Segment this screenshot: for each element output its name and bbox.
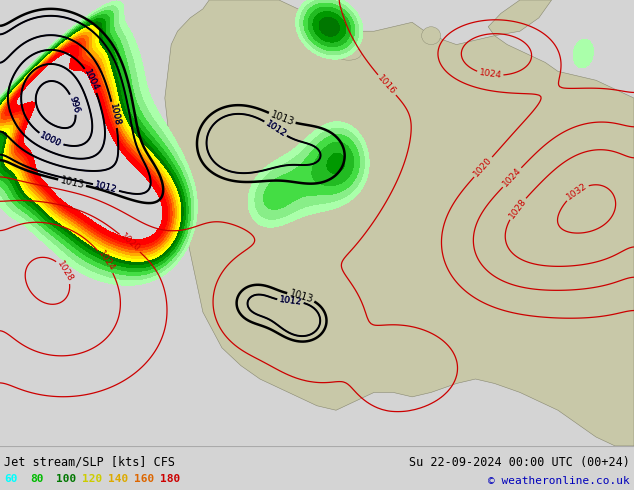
Polygon shape bbox=[488, 0, 552, 36]
Text: 160: 160 bbox=[134, 474, 154, 484]
Text: Su 22-09-2024 00:00 UTC (00+24): Su 22-09-2024 00:00 UTC (00+24) bbox=[409, 456, 630, 469]
Ellipse shape bbox=[336, 47, 361, 60]
Text: 1004: 1004 bbox=[82, 68, 100, 93]
Text: 1008: 1008 bbox=[108, 102, 121, 127]
Text: 1000: 1000 bbox=[39, 131, 63, 149]
Text: 1012: 1012 bbox=[264, 119, 288, 139]
Text: 1012: 1012 bbox=[94, 180, 118, 195]
Text: 1013: 1013 bbox=[269, 109, 295, 127]
Text: 1012: 1012 bbox=[278, 295, 302, 307]
Text: 1024: 1024 bbox=[501, 166, 523, 189]
Text: 140: 140 bbox=[108, 474, 128, 484]
Text: 1028: 1028 bbox=[507, 197, 528, 220]
Text: 996: 996 bbox=[67, 95, 81, 114]
Text: 1016: 1016 bbox=[376, 74, 398, 97]
Ellipse shape bbox=[422, 27, 441, 45]
Text: 1012: 1012 bbox=[264, 119, 288, 139]
Text: 1024: 1024 bbox=[96, 249, 116, 273]
Text: © weatheronline.co.uk: © weatheronline.co.uk bbox=[488, 476, 630, 486]
Text: 180: 180 bbox=[160, 474, 180, 484]
Text: 1032: 1032 bbox=[565, 181, 589, 202]
Text: 80: 80 bbox=[30, 474, 44, 484]
Text: 1012: 1012 bbox=[94, 180, 118, 195]
Text: 996: 996 bbox=[67, 95, 81, 114]
Text: 120: 120 bbox=[82, 474, 102, 484]
Text: 1024: 1024 bbox=[478, 69, 502, 80]
Text: 1028: 1028 bbox=[56, 259, 75, 284]
Text: 100: 100 bbox=[56, 474, 76, 484]
Text: Jet stream/SLP [kts] CFS: Jet stream/SLP [kts] CFS bbox=[4, 456, 175, 469]
Text: 1004: 1004 bbox=[82, 68, 100, 93]
Text: 1013: 1013 bbox=[288, 288, 314, 305]
Text: 60: 60 bbox=[4, 474, 18, 484]
Text: 1020: 1020 bbox=[472, 155, 494, 178]
Text: 1012: 1012 bbox=[278, 295, 302, 307]
Text: 1000: 1000 bbox=[39, 131, 63, 149]
Text: 1020: 1020 bbox=[119, 232, 141, 254]
Text: 1013: 1013 bbox=[59, 175, 85, 190]
Text: 1008: 1008 bbox=[108, 102, 121, 127]
Polygon shape bbox=[165, 0, 634, 446]
